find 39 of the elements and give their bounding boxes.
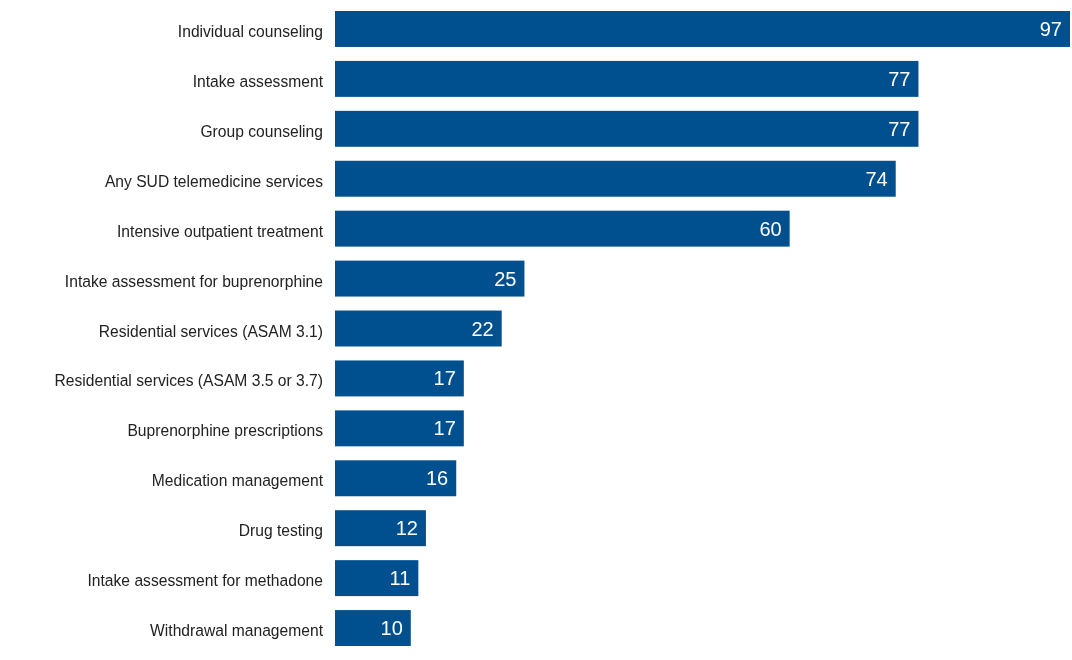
data-label: 22 bbox=[471, 317, 494, 340]
bar bbox=[335, 110, 919, 147]
data-label: 16 bbox=[425, 467, 449, 490]
bar bbox=[335, 260, 525, 297]
bar bbox=[335, 610, 411, 647]
bar bbox=[335, 310, 502, 347]
data-label: 12 bbox=[395, 517, 418, 540]
y-tick-label: Individual counseling bbox=[177, 21, 323, 41]
y-tick-label: Residential services (ASAM 3.5 or 3.7) bbox=[54, 370, 323, 390]
bar bbox=[335, 360, 464, 397]
data-label: 10 bbox=[380, 617, 403, 640]
data-label: 74 bbox=[865, 167, 888, 190]
y-tick-label: Medication management bbox=[151, 470, 324, 490]
y-tick-label: Buprenorphine prescriptions bbox=[127, 420, 323, 440]
bar bbox=[335, 210, 790, 247]
y-tick-label: Intensive outpatient treatment bbox=[117, 221, 324, 240]
data-label: 17 bbox=[433, 367, 456, 390]
data-label: 17 bbox=[433, 417, 456, 440]
bar bbox=[335, 11, 1070, 47]
data-label: 25 bbox=[494, 267, 517, 290]
y-tick-label: Withdrawal management bbox=[150, 620, 324, 640]
data-label: 60 bbox=[759, 217, 782, 240]
bar bbox=[335, 160, 896, 197]
data-label: 77 bbox=[888, 117, 911, 140]
bar bbox=[335, 460, 457, 497]
data-label: 97 bbox=[1039, 17, 1062, 40]
y-tick-label: Intake assessment bbox=[192, 71, 324, 91]
y-tick-label: Intake assessment for buprenorphine bbox=[64, 270, 323, 290]
y-tick-label: Any SUD telemedicine services bbox=[104, 171, 323, 190]
y-tick-label: Group counseling bbox=[200, 121, 323, 140]
bar bbox=[335, 560, 419, 597]
bar bbox=[335, 410, 464, 447]
y-tick-label: Drug testing bbox=[238, 520, 323, 540]
bar bbox=[335, 510, 426, 547]
y-tick-label: Intake assessment for methadone bbox=[87, 570, 323, 590]
data-label: 77 bbox=[888, 67, 911, 90]
bar bbox=[335, 60, 919, 97]
data-label: 11 bbox=[389, 567, 411, 590]
y-tick-label: Residential services (ASAM 3.1) bbox=[98, 320, 323, 340]
